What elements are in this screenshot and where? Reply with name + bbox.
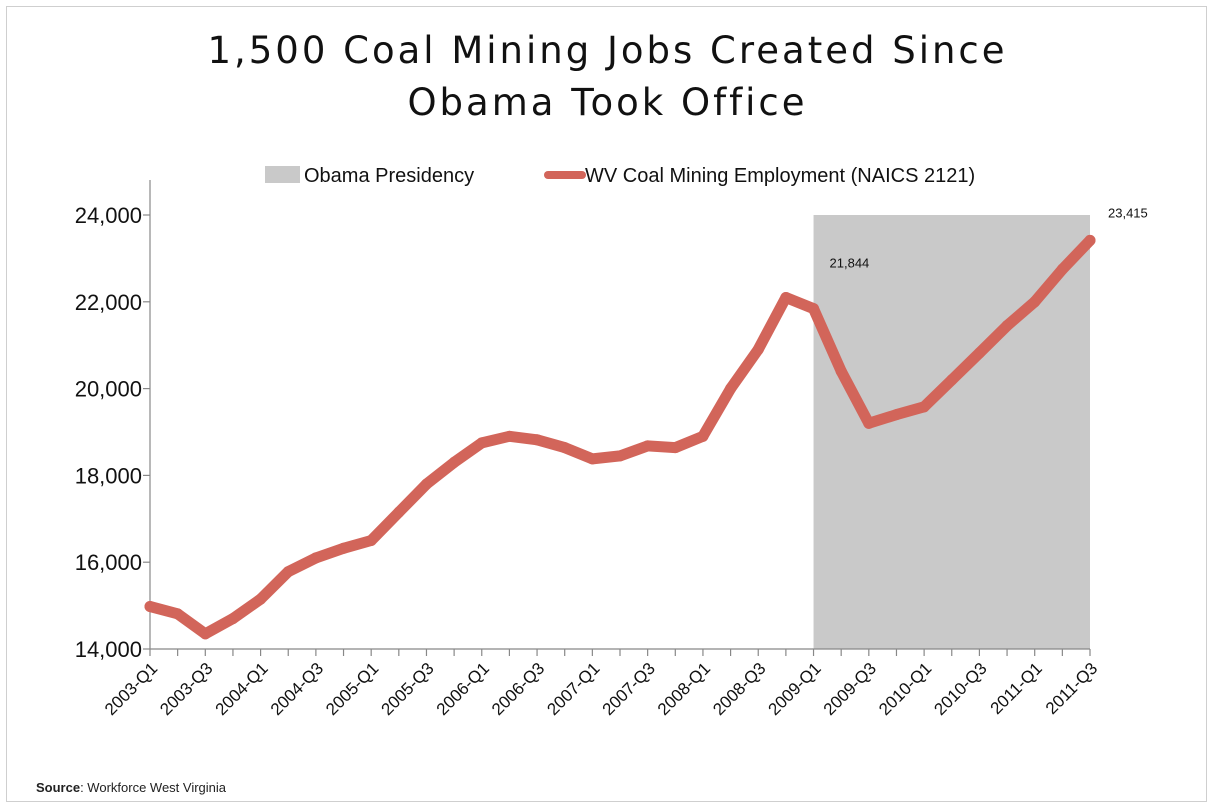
data-point	[420, 478, 432, 490]
data-point	[669, 442, 681, 454]
data-point	[835, 365, 847, 377]
data-point	[531, 434, 543, 446]
source-note: Source: Workforce West Virginia	[36, 780, 226, 795]
data-point	[614, 450, 626, 462]
legend-swatch-shade	[265, 166, 300, 183]
x-tick-label: 2003-Q3	[156, 659, 216, 719]
legend-label-line: WV Coal Mining Employment (NAICS 2121)	[585, 165, 975, 187]
x-tick-label: 2008-Q1	[654, 659, 714, 719]
data-point	[1056, 263, 1068, 275]
data-point	[255, 593, 267, 605]
data-point	[503, 430, 515, 442]
x-tick-label: 2011-Q1	[987, 659, 1046, 718]
data-label: 21,844	[830, 256, 870, 271]
data-point	[144, 600, 156, 612]
chart-title-line-1: 1,500 Coal Mining Jobs Created Since	[207, 29, 1008, 72]
data-point	[393, 506, 405, 518]
source-text: : Workforce West Virginia	[80, 780, 227, 795]
x-tick-label: 2003-Q1	[101, 659, 161, 719]
data-point	[1084, 234, 1096, 246]
data-point	[697, 430, 709, 442]
data-point	[282, 566, 294, 578]
y-tick-label: 16,000	[75, 550, 142, 575]
data-label: 23,415	[1108, 205, 1148, 220]
data-point	[338, 542, 350, 554]
y-tick-label: 14,000	[75, 637, 142, 662]
data-point	[890, 409, 902, 421]
x-tick-label: 2007-Q3	[599, 659, 659, 719]
x-tick-label: 2008-Q3	[709, 659, 769, 719]
x-tick-label: 2005-Q3	[377, 659, 437, 719]
x-tick-label: 2004-Q3	[267, 659, 327, 719]
chart-title-line-2: Obama Took Office	[407, 81, 808, 124]
data-point	[780, 291, 792, 303]
data-point	[1001, 320, 1013, 332]
data-point	[310, 552, 322, 564]
data-point	[725, 383, 737, 395]
data-point	[1029, 296, 1041, 308]
x-tick-label: 2011-Q3	[1042, 659, 1101, 718]
x-tick-label: 2007-Q1	[543, 659, 603, 719]
y-tick-label: 20,000	[75, 377, 142, 402]
data-point	[365, 535, 377, 546]
x-tick-label: 2006-Q3	[488, 659, 548, 719]
x-tick-label: 2006-Q1	[433, 659, 493, 719]
y-tick-label: 24,000	[75, 203, 142, 228]
y-tick-label: 22,000	[75, 290, 142, 315]
data-point	[642, 440, 654, 452]
x-tick-label: 2004-Q1	[212, 659, 272, 719]
data-point	[172, 608, 184, 620]
data-point	[227, 613, 239, 625]
data-point	[863, 417, 875, 429]
y-tick-label: 18,000	[75, 463, 142, 488]
data-point	[476, 437, 488, 449]
data-point	[946, 374, 958, 386]
data-point	[199, 628, 211, 640]
x-tick-label: 2009-Q1	[765, 659, 825, 719]
source-label: Source	[36, 780, 81, 795]
data-point	[973, 347, 985, 359]
x-tick-label: 2005-Q1	[322, 659, 382, 719]
x-tick-label: 2010-Q3	[930, 659, 990, 719]
data-point	[448, 456, 460, 468]
data-point	[559, 442, 571, 454]
data-point	[918, 401, 930, 413]
legend-label-shade: Obama Presidency	[304, 165, 474, 187]
x-tick-label: 2010-Q1	[875, 659, 935, 719]
data-point	[752, 344, 764, 356]
data-point	[808, 303, 820, 315]
data-point	[586, 453, 598, 465]
x-tick-label: 2009-Q3	[820, 659, 880, 719]
